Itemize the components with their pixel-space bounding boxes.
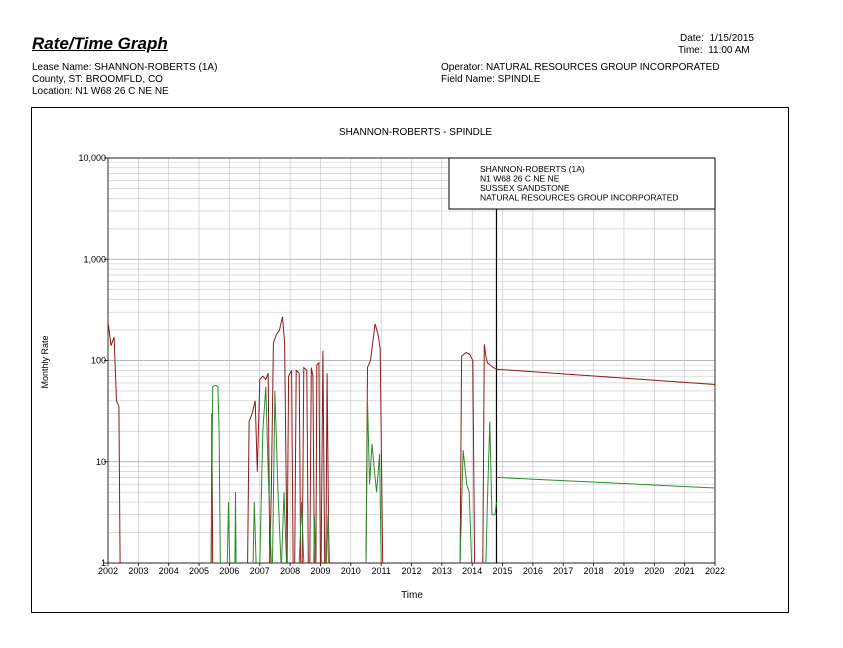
x-tick-label: 2022 (705, 566, 725, 576)
location: Location: N1 W68 26 C NE NE (32, 86, 169, 97)
series-1-segment (294, 369, 302, 564)
x-tick-label: 2006 (219, 566, 239, 576)
x-tick-label: 2002 (98, 566, 118, 576)
x-tick-label: 2012 (401, 566, 421, 576)
series-1-forecast-line (496, 368, 716, 385)
series-2-forecast-line (496, 476, 716, 489)
operator: Operator: NATURAL RESOURCES GROUP INCORP… (441, 62, 720, 73)
x-tick-label: 2015 (493, 566, 513, 576)
x-tick-label: 2008 (280, 566, 300, 576)
series-2-segment (210, 384, 221, 564)
series-2-segment (313, 514, 317, 564)
chart-frame (31, 107, 789, 613)
legend-line: SHANNON-ROBERTS (1A) (480, 164, 585, 174)
legend-line: N1 W68 26 C NE NE (480, 174, 560, 184)
series-1-segment (325, 373, 330, 564)
field-name: Field Name: SPINDLE (441, 74, 541, 85)
series-1-segment (482, 344, 497, 564)
legend-line: SUSSEX SANDSTONE (480, 183, 570, 193)
series-1-segment (301, 366, 309, 564)
x-tick-label: 2010 (341, 566, 361, 576)
series-2-segment (298, 501, 305, 564)
x-tick-label: 2019 (614, 566, 634, 576)
series-2-segment (226, 501, 231, 564)
y-tick-label: 1 (101, 558, 106, 568)
lease-name: Lease Name: SHANNON-ROBERTS (1A) (32, 62, 218, 73)
x-tick-label: 2004 (159, 566, 179, 576)
y-axis-label: Monthly Rate (40, 335, 50, 388)
legend-line: NATURAL RESOURCES GROUP INCORPORATED (480, 193, 679, 203)
time-row: Time: 11:00 AM (678, 45, 750, 57)
y-tick-label: 1,000 (83, 254, 106, 264)
series-1-segment (365, 323, 384, 564)
x-tick-label: 2021 (675, 566, 695, 576)
x-tick-label: 2014 (462, 566, 482, 576)
series-2-segment (326, 514, 331, 564)
series-1-segment (315, 361, 321, 564)
date-value: 1/15/2015 (709, 33, 754, 44)
x-tick-label: 2016 (523, 566, 543, 576)
series-1-segment (309, 367, 315, 564)
x-axis-label: Time (401, 590, 423, 601)
x-tick-label: 2018 (584, 566, 604, 576)
x-tick-label: 2013 (432, 566, 452, 576)
series-2-segment (259, 386, 272, 564)
date-label: Date: (680, 33, 704, 44)
y-tick-label: 100 (91, 356, 106, 366)
county-state: County, ST: BROOMFLD, CO (32, 74, 163, 85)
plot-area-border (107, 157, 716, 564)
x-tick-label: 2003 (128, 566, 148, 576)
chart-title: SHANNON-ROBERTS - SPINDLE (339, 127, 493, 138)
x-tick-label: 2005 (189, 566, 209, 576)
series-2-segment (252, 501, 257, 564)
report-title: Rate/Time Graph (32, 34, 168, 53)
series-1-segment (459, 351, 476, 564)
x-tick-label: 2007 (250, 566, 270, 576)
x-tick-label: 2009 (310, 566, 330, 576)
series-2-segment (365, 400, 382, 564)
x-tick-label: 2020 (644, 566, 664, 576)
y-tick-label: 10 (96, 457, 106, 467)
time-label: Time: (678, 45, 703, 56)
legend-box (448, 157, 716, 210)
time-value: 11:00 AM (708, 45, 750, 56)
series-2-segment (272, 390, 282, 564)
series-1-segment (269, 316, 288, 564)
series-2-segment (234, 492, 237, 564)
series-1-segment (320, 350, 326, 564)
x-tick-label: 2011 (371, 566, 390, 576)
series-2-segment (459, 450, 473, 564)
series-2-segment (485, 421, 497, 564)
date-row: Date: 1/15/2015 (680, 33, 754, 45)
series-1-segment (107, 321, 121, 564)
series-2-segment (281, 492, 287, 564)
series-1-segment (247, 373, 271, 564)
x-tick-label: 2017 (553, 566, 573, 576)
y-tick-label: 10,000 (78, 153, 106, 163)
series-1-segment (286, 370, 294, 564)
